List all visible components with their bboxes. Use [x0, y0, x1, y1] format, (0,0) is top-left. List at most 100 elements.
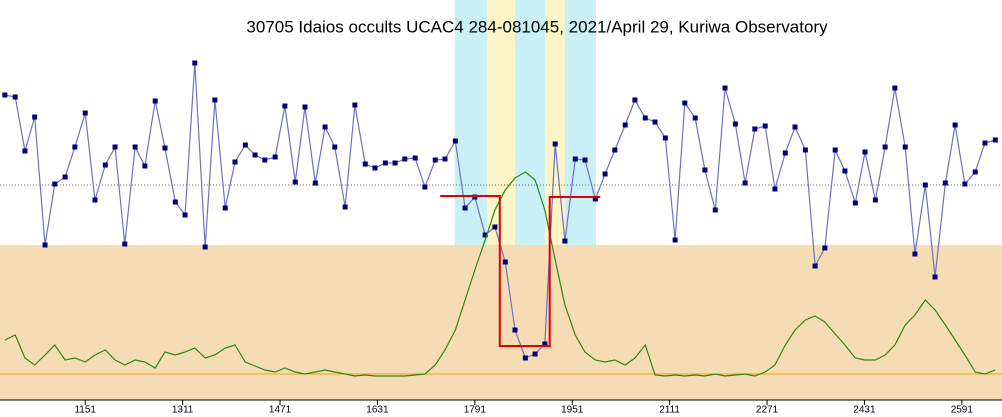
- data-point: [82, 110, 88, 116]
- data-point: [742, 180, 748, 186]
- data-point: [322, 124, 328, 130]
- data-point: [422, 184, 428, 190]
- data-point: [842, 168, 848, 174]
- data-point: [642, 115, 648, 121]
- x-tick-label: 2431: [853, 405, 876, 416]
- data-point: [992, 137, 998, 143]
- data-point: [72, 144, 78, 150]
- data-point: [712, 207, 718, 213]
- data-point: [512, 327, 518, 333]
- data-point: [972, 169, 978, 175]
- data-point: [272, 154, 278, 160]
- data-point: [552, 141, 558, 147]
- data-point: [462, 205, 468, 211]
- lower-region: [0, 245, 1002, 400]
- data-point: [882, 144, 888, 150]
- data-point: [292, 179, 298, 185]
- data-point: [142, 163, 148, 169]
- data-point: [182, 212, 188, 218]
- data-point: [522, 355, 528, 361]
- x-tick-label: 1471: [269, 405, 292, 416]
- data-point: [622, 122, 628, 128]
- data-point: [672, 237, 678, 243]
- data-point: [582, 157, 588, 163]
- data-point: [592, 196, 598, 202]
- data-point: [102, 162, 108, 168]
- data-point: [662, 135, 668, 141]
- data-point: [452, 138, 458, 144]
- data-point: [162, 145, 168, 151]
- data-point: [502, 259, 508, 265]
- x-tick-label: 1791: [464, 405, 487, 416]
- data-point: [532, 351, 538, 357]
- data-point: [692, 115, 698, 121]
- data-point: [22, 148, 28, 154]
- data-point: [192, 60, 198, 66]
- data-point: [982, 140, 988, 146]
- data-point: [332, 144, 338, 150]
- data-point: [442, 156, 448, 162]
- series-line: [440, 195, 601, 347]
- data-point: [802, 147, 808, 153]
- data-point: [912, 251, 918, 257]
- data-point: [12, 94, 18, 100]
- data-point: [412, 155, 418, 161]
- data-point: [482, 232, 488, 238]
- data-point: [212, 97, 218, 103]
- data-point: [132, 144, 138, 150]
- data-point: [112, 144, 118, 150]
- data-point: [92, 197, 98, 203]
- data-point: [892, 85, 898, 91]
- data-point: [962, 181, 968, 187]
- data-point: [942, 180, 948, 186]
- data-point: [852, 200, 858, 206]
- highlight-band: [454, 0, 596, 245]
- highlight-band: [544, 0, 565, 245]
- data-point: [342, 204, 348, 210]
- data-point: [562, 238, 568, 244]
- data-point: [252, 152, 258, 158]
- data-point: [862, 149, 868, 155]
- data-point: [262, 157, 268, 163]
- data-point: [782, 150, 788, 156]
- data-point: [242, 142, 248, 148]
- data-point: [52, 181, 58, 187]
- x-tick-label: 2591: [951, 405, 974, 416]
- data-point: [812, 263, 818, 269]
- x-tick-label: 1631: [366, 405, 389, 416]
- data-point: [792, 124, 798, 130]
- data-point: [302, 104, 308, 110]
- data-point: [122, 241, 128, 247]
- data-point: [932, 274, 938, 280]
- data-point: [42, 242, 48, 248]
- data-point: [752, 126, 758, 132]
- data-point: [682, 100, 688, 106]
- x-tick-label: 1311: [172, 405, 194, 416]
- highlight-band: [486, 0, 516, 245]
- data-point: [952, 122, 958, 128]
- data-point: [2, 92, 8, 98]
- data-point: [572, 156, 578, 162]
- data-point: [402, 156, 408, 162]
- data-point: [352, 102, 358, 108]
- data-point: [772, 186, 778, 192]
- data-point: [832, 147, 838, 153]
- data-point: [392, 160, 398, 166]
- data-point: [612, 147, 618, 153]
- x-tick-label: 2111: [659, 405, 680, 416]
- data-point: [542, 341, 548, 347]
- data-point: [822, 245, 828, 251]
- chart-title: 30705 Idaios occults UCAC4 284-081045, 2…: [246, 17, 828, 36]
- data-point: [702, 167, 708, 173]
- data-point: [312, 180, 318, 186]
- data-point: [382, 160, 388, 166]
- data-point: [872, 197, 878, 203]
- data-point: [722, 85, 728, 91]
- data-point: [492, 224, 498, 230]
- x-tick-label: 1151: [74, 405, 96, 416]
- data-point: [732, 121, 738, 127]
- data-point: [282, 103, 288, 109]
- data-point: [762, 123, 768, 129]
- data-point: [152, 98, 158, 104]
